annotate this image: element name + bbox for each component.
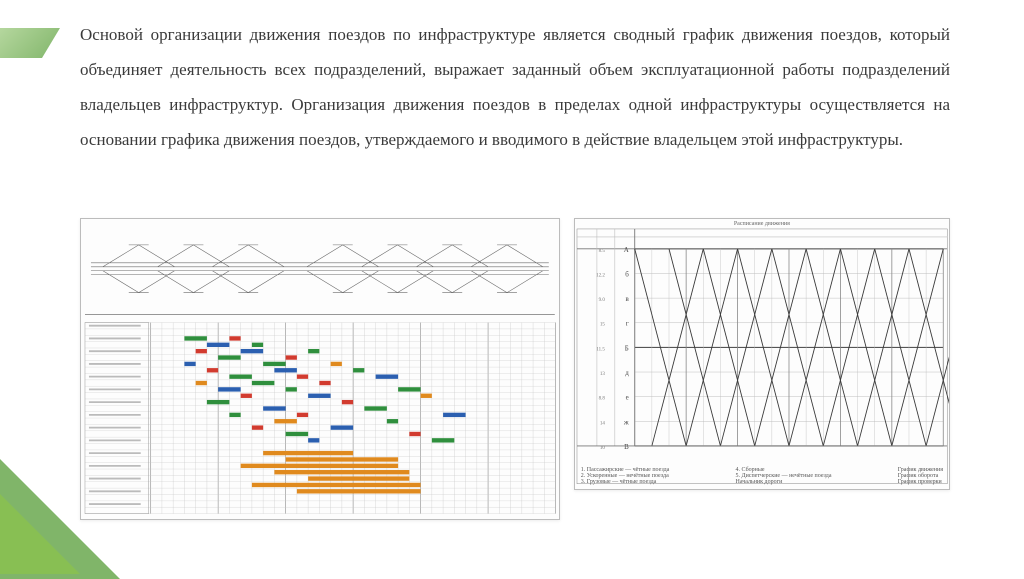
- legend-item: 3. Грузовые — чётные поезда: [581, 479, 657, 485]
- svg-text:10: 10: [600, 446, 605, 451]
- legend-right-col: График движения График оборота График пр…: [898, 467, 943, 485]
- svg-text:11.5: 11.5: [596, 347, 605, 352]
- legend-mid-col: 4. Сборные 5. Диспетчерские — нечётные п…: [736, 467, 832, 485]
- train-graph-legend: 1. Пассажирские — чётные поезда 2. Ускор…: [581, 467, 943, 485]
- svg-text:8.8: 8.8: [598, 397, 605, 402]
- svg-text:в: в: [625, 295, 629, 303]
- legend-bottom-label: Начальник дороги: [736, 479, 783, 485]
- svg-text:д: д: [625, 369, 629, 377]
- figure-station-plan-gantt: [80, 218, 560, 520]
- train-graph-svg: А 8.5 б 12.2 в 9.0 г 15 Б 11.5 д 13 е 8.8 ж 14 В 10: [575, 219, 949, 488]
- svg-text:14: 14: [600, 421, 605, 426]
- slide-accent-top: [0, 28, 60, 58]
- legend-left-col: 1. Пассажирские — чётные поезда 2. Ускор…: [581, 467, 670, 485]
- svg-text:г: г: [626, 320, 629, 328]
- svg-text:12.2: 12.2: [596, 273, 605, 278]
- figures-row: Расписание движения А 8.5 б 12.2 в 9.0 г 15 Б 11.…: [80, 218, 950, 520]
- svg-text:ж: ж: [623, 418, 629, 426]
- svg-text:13: 13: [600, 372, 605, 377]
- svg-text:Б: Б: [624, 344, 628, 352]
- svg-text:В: В: [624, 443, 629, 451]
- station-gantt-svg: [81, 219, 559, 518]
- slide-accent-corner: [0, 484, 90, 574]
- svg-text:А: А: [623, 246, 628, 254]
- svg-text:б: б: [625, 270, 629, 278]
- body-paragraph: Основой организации движения поездов по …: [80, 18, 950, 157]
- svg-text:15: 15: [600, 323, 605, 328]
- svg-text:9.0: 9.0: [598, 298, 605, 303]
- svg-text:е: е: [625, 394, 628, 402]
- svg-text:8.5: 8.5: [598, 249, 605, 254]
- train-graph-title: Расписание движения: [575, 221, 949, 227]
- legend-item: График проверки: [898, 479, 942, 485]
- figure-train-graph: Расписание движения А 8.5 б 12.2 в 9.0 г 15 Б 11.…: [574, 218, 950, 490]
